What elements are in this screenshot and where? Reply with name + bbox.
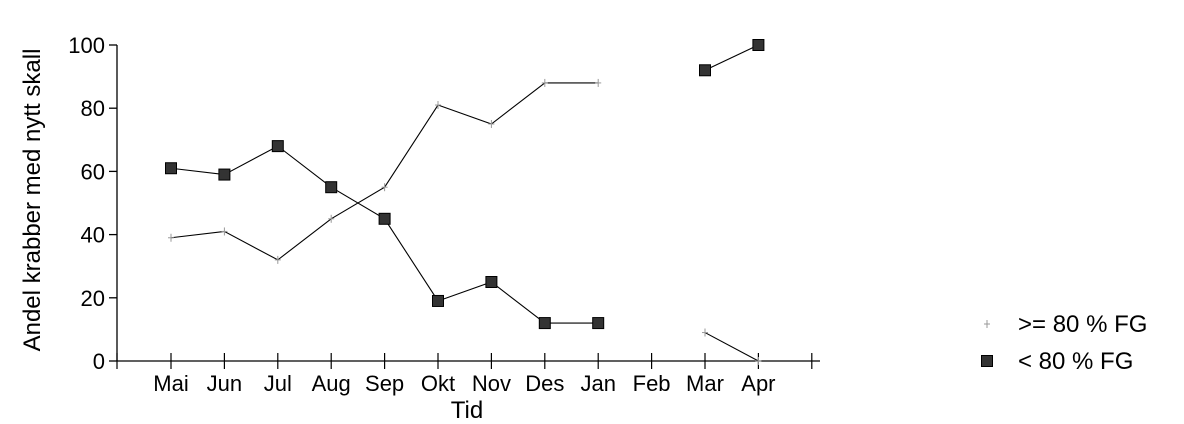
x-tick-label: Sep bbox=[365, 371, 404, 396]
x-tick-label: Jun bbox=[207, 371, 242, 396]
data-point bbox=[538, 317, 551, 330]
legend-square-icon bbox=[981, 355, 993, 367]
data-point bbox=[702, 328, 708, 337]
data-point bbox=[165, 162, 177, 175]
data-point bbox=[271, 140, 284, 153]
x-tick-label: Jan bbox=[580, 371, 615, 396]
data-point bbox=[432, 294, 444, 307]
y-tick-label: 0 bbox=[93, 349, 105, 374]
data-point bbox=[221, 227, 228, 236]
x-axis-label: Tid bbox=[451, 397, 483, 424]
data-point bbox=[378, 212, 391, 225]
data-point bbox=[699, 64, 711, 77]
legend-item-series-2: < 80 % FG bbox=[981, 348, 1133, 375]
data-point bbox=[381, 183, 388, 192]
x-tick-label: Okt bbox=[421, 371, 455, 396]
legend-label-series-2: < 80 % FG bbox=[1018, 348, 1133, 375]
y-axis-label: Andel krabber med nytt skall bbox=[19, 49, 46, 352]
data-point bbox=[488, 120, 495, 128]
data-point bbox=[541, 78, 548, 87]
x-tick-label: Apr bbox=[741, 371, 775, 396]
data-point bbox=[485, 276, 498, 288]
data-point bbox=[752, 39, 765, 51]
x-tick-label: Jul bbox=[264, 371, 292, 396]
series-1 bbox=[168, 78, 762, 365]
y-tick-label: 80 bbox=[81, 96, 105, 121]
x-tick-label: Aug bbox=[312, 371, 351, 396]
x-tick-label: Feb bbox=[633, 371, 671, 396]
legend-label-series-1: >= 80 % FG bbox=[1018, 311, 1147, 338]
data-point bbox=[595, 78, 602, 87]
data-point bbox=[274, 255, 281, 264]
data-point bbox=[592, 317, 605, 330]
y-tick-label: 40 bbox=[81, 223, 105, 248]
series-layer bbox=[165, 39, 765, 365]
legend-marker-tick bbox=[984, 320, 990, 328]
series-2 bbox=[165, 39, 765, 330]
series-line bbox=[170, 82, 599, 261]
x-tick-label: Des bbox=[525, 371, 564, 396]
data-point bbox=[218, 168, 231, 181]
series-line bbox=[704, 44, 759, 71]
data-point bbox=[435, 101, 441, 110]
series-line bbox=[704, 332, 759, 362]
legend-item-series-1: >= 80 % FG bbox=[984, 311, 1147, 338]
x-tick-label: Mar bbox=[686, 371, 724, 396]
data-point bbox=[328, 214, 335, 223]
y-tick-label: 20 bbox=[81, 286, 105, 311]
x-tick-label: Mai bbox=[153, 371, 188, 396]
y-tick-label: 60 bbox=[81, 159, 105, 184]
y-tick-label: 100 bbox=[68, 33, 105, 58]
series-line bbox=[170, 145, 599, 324]
legend-marker-square bbox=[981, 355, 993, 367]
legend: >= 80 % FG < 80 % FG bbox=[981, 311, 1147, 375]
axes: 0 20 40 60 80 100 Mai Jun Jul Aug Sep Okt Nov Des Jan F… bbox=[68, 33, 820, 396]
data-point bbox=[755, 357, 762, 365]
data-point bbox=[325, 181, 338, 194]
x-tick-label: Nov bbox=[472, 371, 511, 396]
data-point bbox=[168, 233, 174, 242]
legend-tick-icon bbox=[984, 320, 990, 328]
